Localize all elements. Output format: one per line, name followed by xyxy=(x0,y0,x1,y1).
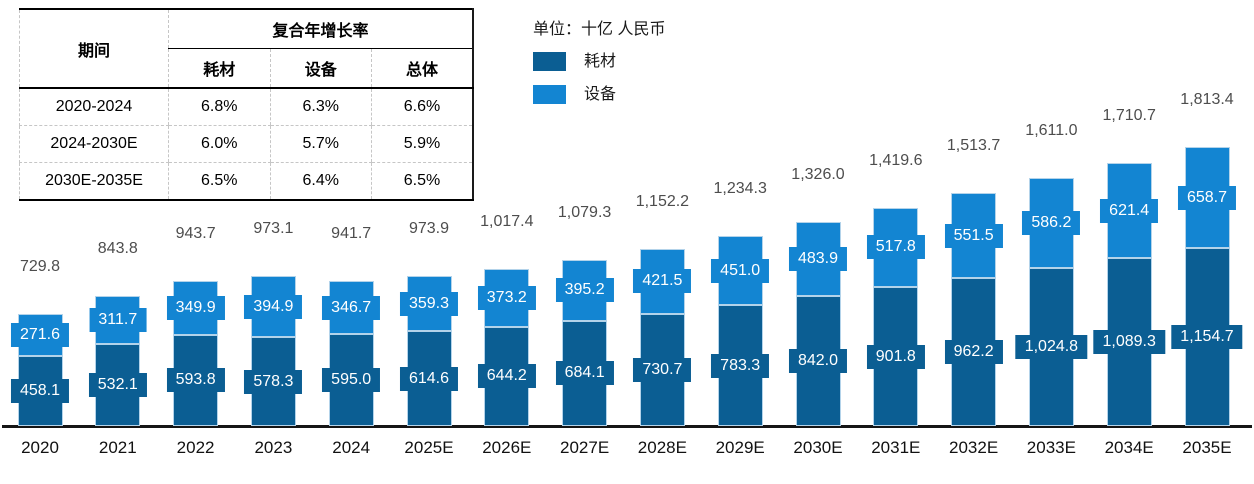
unit-label: 单位：十亿 人民币 xyxy=(533,21,666,38)
cagr-cell: 6.4% xyxy=(269,162,372,200)
cagr-cell: 6.8% xyxy=(168,88,270,126)
x-axis-label: 2022 xyxy=(176,438,215,457)
equipment-value-label: 421.5 xyxy=(633,269,692,294)
table-subheader-row: 耗材 设备 总体 xyxy=(20,48,473,89)
consumables-value-label: 458.1 xyxy=(10,378,70,403)
column-header-period: 期间 xyxy=(19,9,169,89)
equipment-value-label: 586.2 xyxy=(1022,211,1081,236)
period-cell: 2030E-2035E xyxy=(19,162,169,200)
cagr-cell: 5.7% xyxy=(269,125,372,163)
x-axis-label: 2032E xyxy=(949,438,999,457)
cagr-cell: 6.0% xyxy=(168,125,270,163)
x-axis-label: 2021 xyxy=(98,438,137,457)
total-value-label: 941.7 xyxy=(331,225,372,243)
total-value-label: 1,152.2 xyxy=(635,192,690,210)
x-axis-label: 2025E xyxy=(404,438,454,457)
consumables-value-label: 901.8 xyxy=(866,344,925,369)
equipment-value-label: 658.7 xyxy=(1177,185,1237,210)
x-axis-label: 2027E xyxy=(560,438,610,457)
column-header-overall: 总体 xyxy=(371,48,473,89)
equipment-value-label: 483.9 xyxy=(788,247,848,272)
x-axis-label: 2028E xyxy=(637,438,687,457)
x-axis-label: 2030E xyxy=(793,438,843,457)
total-value-label: 843.8 xyxy=(97,240,138,258)
equipment-value-label: 551.5 xyxy=(944,223,1003,248)
consumables-value-label: 783.3 xyxy=(711,353,770,378)
legend-label: 设备 xyxy=(584,86,617,103)
consumables-value-label: 730.7 xyxy=(633,357,692,382)
equipment-value-label: 451.0 xyxy=(711,258,770,283)
cagr-cell: 6.6% xyxy=(371,88,473,126)
equipment-value-label: 373.2 xyxy=(477,286,536,311)
equipment-value-label: 359.3 xyxy=(399,291,459,316)
x-axis-label: 2029E xyxy=(715,438,765,457)
x-axis-label: 2026E xyxy=(482,438,532,457)
consumables-value-label: 593.8 xyxy=(166,368,225,393)
total-value-label: 973.9 xyxy=(408,220,450,238)
consumables-value-label: 684.1 xyxy=(555,361,614,386)
table-row: 2024-2030E 6.0% 5.7% 5.9% xyxy=(19,125,473,163)
consumables-value-label: 614.6 xyxy=(399,366,459,391)
consumables-legend-swatch-icon xyxy=(533,52,566,71)
x-axis-label: 2034E xyxy=(1104,438,1154,457)
equipment-value-label: 271.6 xyxy=(10,322,70,347)
consumables-value-label: 842.0 xyxy=(788,349,848,374)
cagr-cell: 6.3% xyxy=(269,88,372,126)
cagr-cell: 5.9% xyxy=(371,125,473,163)
equipment-value-label: 394.9 xyxy=(244,294,303,319)
x-axis-label: 2023 xyxy=(254,438,293,457)
total-value-label: 1,326.0 xyxy=(791,166,845,183)
total-value-label: 1,017.4 xyxy=(480,213,534,231)
legend-label: 耗材 xyxy=(584,53,617,70)
column-header-consumables: 耗材 xyxy=(168,48,270,89)
column-header-cagr: 复合年增长率 xyxy=(168,9,473,49)
column-header-equipment: 设备 xyxy=(269,48,372,89)
equipment-value-label: 346.7 xyxy=(322,295,381,320)
cagr-table: 期间 复合年增长率 耗材 设备 总体 2020-2024 6.8% 6.3% 6… xyxy=(19,8,474,201)
total-value-label: 1,813.4 xyxy=(1180,91,1234,108)
consumables-value-label: 1,154.7 xyxy=(1171,325,1243,350)
table-row: 2030E-2035E 6.5% 6.4% 6.5% xyxy=(19,162,473,200)
x-axis-label: 2033E xyxy=(1026,438,1076,457)
consumables-value-label: 532.1 xyxy=(88,373,147,398)
consumables-value-label: 578.3 xyxy=(244,369,303,394)
total-value-label: 943.7 xyxy=(175,224,216,242)
consumables-value-label: 1,024.8 xyxy=(1015,335,1088,360)
total-value-label: 1,611.0 xyxy=(1025,122,1078,140)
x-axis-label: 2031E xyxy=(871,438,921,457)
period-cell: 2024-2030E xyxy=(19,125,169,163)
equipment-value-label: 517.8 xyxy=(866,235,925,260)
consumables-value-label: 1,089.3 xyxy=(1093,330,1165,355)
consumables-value-label: 962.2 xyxy=(944,339,1003,364)
period-cell: 2020-2024 xyxy=(19,88,169,126)
x-axis-label: 2020 xyxy=(21,438,59,457)
total-value-label: 973.1 xyxy=(253,220,294,238)
consumables-value-label: 644.2 xyxy=(477,364,536,389)
total-value-label: 1,513.7 xyxy=(946,137,1001,155)
total-value-label: 1,710.7 xyxy=(1102,106,1156,124)
total-value-label: 1,234.3 xyxy=(713,180,767,198)
table-header-row: 期间 复合年增长率 xyxy=(19,9,473,89)
total-value-label: 729.8 xyxy=(19,257,61,275)
total-value-label: 1,079.3 xyxy=(557,203,612,221)
cagr-cell: 6.5% xyxy=(371,162,473,200)
equipment-value-label: 311.7 xyxy=(89,308,147,333)
table-row: 2020-2024 6.8% 6.3% 6.6% xyxy=(19,88,473,126)
x-axis-line xyxy=(2,425,1252,428)
x-axis-label: 2024 xyxy=(332,438,371,457)
equipment-value-label: 395.2 xyxy=(555,278,614,303)
x-axis-label: 2035E xyxy=(1182,438,1232,457)
equipment-value-label: 349.9 xyxy=(166,295,225,320)
total-value-label: 1,419.6 xyxy=(869,151,923,169)
equipment-value-label: 621.4 xyxy=(1100,198,1159,223)
consumables-value-label: 595.0 xyxy=(322,368,381,393)
cagr-cell: 6.5% xyxy=(168,162,270,200)
equipment-legend-swatch-icon xyxy=(533,85,566,104)
